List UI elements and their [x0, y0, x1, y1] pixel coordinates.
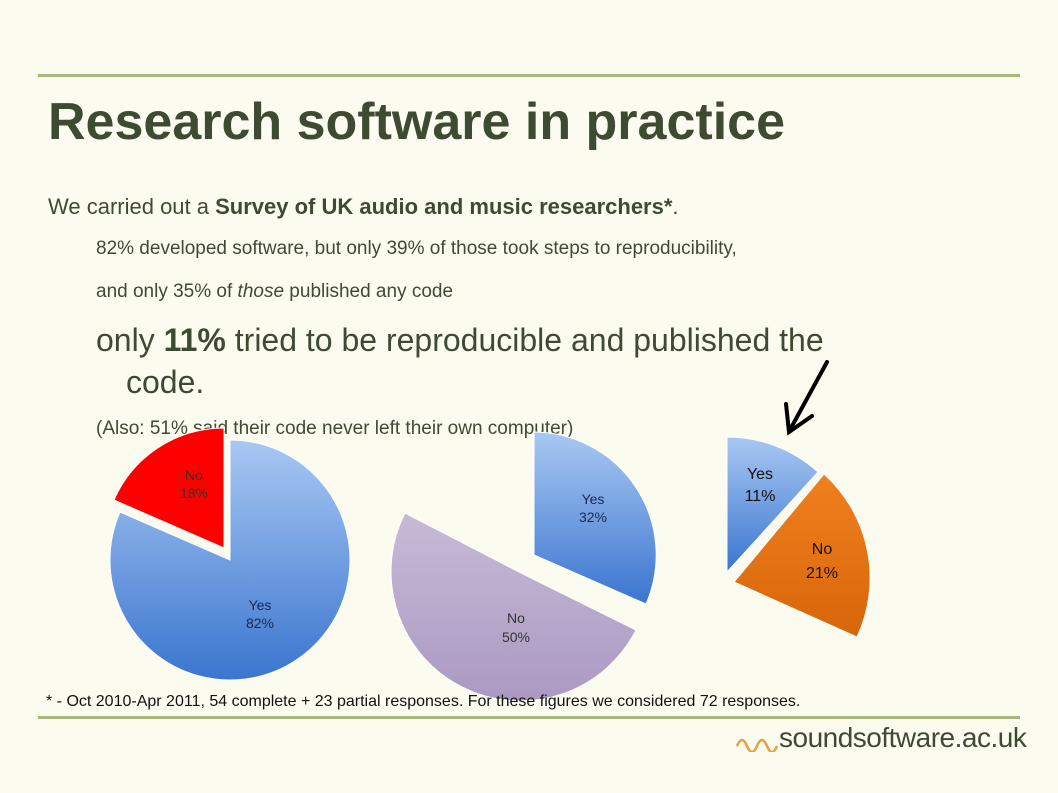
pie3-slice-yes — [726, 436, 819, 574]
pie3-value-no: 21% — [806, 565, 838, 582]
survey-intro-text: We carried out a Survey of UK audio and … — [48, 194, 679, 220]
pie1-value-yes: 82% — [246, 615, 274, 631]
pie3-value-yes: 11% — [745, 488, 776, 505]
pie3-slice-no — [733, 473, 871, 638]
pie2-slice-no — [390, 512, 637, 702]
pie2-label-yes: Yes — [582, 491, 605, 507]
bottom-rule — [38, 716, 1020, 719]
pie1-label-yes: Yes — [249, 597, 272, 613]
survey-intro-pre: We carried out a — [48, 194, 216, 219]
pie1-slice-yes — [109, 439, 351, 681]
published-code-text: and only 35% of those published any code — [96, 281, 453, 303]
published-code-emphasis: those — [237, 281, 285, 302]
survey-name: Survey of UK audio and music researchers… — [215, 194, 673, 219]
pie3-label-no: No — [812, 541, 833, 558]
pie3-label-yes: Yes — [747, 466, 773, 483]
wave-icon — [735, 738, 779, 752]
pie1-slice-no — [113, 427, 225, 549]
developed-software-text: 82% developed software, but only 39% of … — [96, 238, 737, 259]
key-finding-post: tried to be reproducible and published t… — [225, 322, 824, 358]
soundsoftware-logo: soundsoftware.ac.uk — [735, 720, 1027, 760]
published-code-pre: and only 35% of — [96, 281, 238, 302]
logo-text: soundsoftware.ac.uk — [779, 722, 1027, 753]
key-finding-wrap: code. — [126, 364, 205, 400]
key-finding-percent: 11% — [163, 322, 226, 358]
published-code-post: published any code — [284, 281, 454, 302]
pie2-value-no: 50% — [502, 629, 530, 645]
pie1-label-no: No — [185, 467, 203, 483]
footnote: * - Oct 2010-Apr 2011, 54 complete + 23 … — [46, 693, 801, 710]
pie2-slice-yes — [533, 431, 657, 605]
top-rule — [38, 74, 1020, 77]
pointer-arrow — [784, 360, 829, 436]
pie2-value-yes: 32% — [579, 509, 607, 525]
key-finding-text: only 11% tried to be reproducible and pu… — [96, 322, 824, 359]
pie2-label-no: No — [507, 610, 525, 626]
slide-title: Research software in practice — [48, 93, 785, 151]
key-finding-pre: only — [96, 322, 164, 358]
survey-intro-post: . — [672, 194, 679, 219]
pie1-value-no: 18% — [180, 485, 208, 501]
